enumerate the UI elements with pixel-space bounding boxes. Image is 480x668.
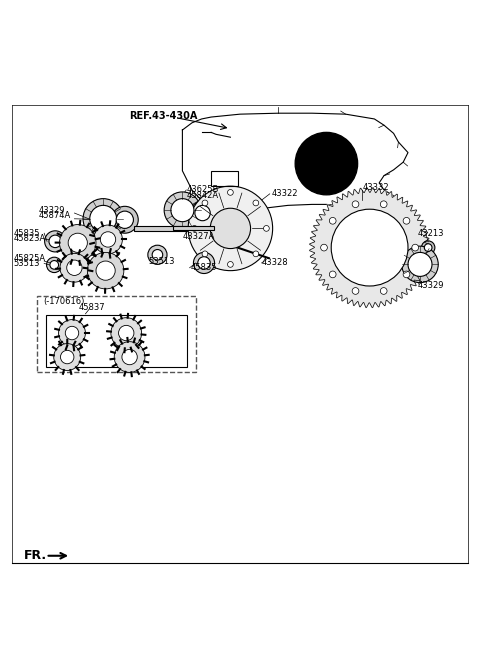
Circle shape — [90, 205, 117, 232]
Circle shape — [68, 233, 87, 253]
Circle shape — [198, 257, 210, 269]
Circle shape — [114, 341, 145, 372]
Text: (-170616): (-170616) — [43, 297, 84, 306]
Text: 45835: 45835 — [191, 263, 217, 273]
Text: 43329: 43329 — [418, 281, 444, 291]
Bar — [46, 315, 187, 367]
Circle shape — [60, 350, 74, 364]
Circle shape — [403, 218, 410, 224]
Text: 53513: 53513 — [13, 259, 40, 268]
Circle shape — [87, 253, 124, 289]
Circle shape — [94, 225, 122, 254]
Text: 43332: 43332 — [362, 183, 389, 192]
Circle shape — [192, 226, 197, 231]
Text: 45825A: 45825A — [13, 254, 46, 263]
Circle shape — [421, 241, 435, 255]
Circle shape — [111, 206, 138, 233]
Circle shape — [65, 327, 79, 340]
Circle shape — [202, 200, 208, 206]
Circle shape — [54, 343, 81, 371]
Circle shape — [352, 288, 359, 295]
Text: 45874A: 45874A — [38, 211, 71, 220]
Circle shape — [188, 186, 273, 271]
Circle shape — [152, 250, 163, 260]
Circle shape — [295, 132, 358, 195]
Circle shape — [253, 200, 259, 206]
Circle shape — [329, 271, 336, 278]
Circle shape — [60, 224, 96, 261]
Circle shape — [380, 288, 387, 295]
Circle shape — [424, 244, 432, 251]
Circle shape — [264, 226, 269, 231]
Circle shape — [352, 201, 359, 208]
Circle shape — [50, 261, 59, 269]
Text: 43213: 43213 — [418, 228, 444, 238]
Text: 53513: 53513 — [149, 257, 175, 266]
Text: 45842A: 45842A — [186, 191, 218, 200]
Circle shape — [253, 251, 259, 257]
Circle shape — [148, 245, 167, 265]
Bar — [211, 171, 238, 186]
Circle shape — [171, 198, 194, 222]
Circle shape — [116, 211, 133, 228]
Text: REF.43-430A: REF.43-430A — [130, 111, 198, 121]
Circle shape — [45, 231, 66, 252]
Polygon shape — [310, 188, 430, 307]
Text: 45823A: 45823A — [13, 234, 46, 243]
Text: 43625B: 43625B — [186, 186, 218, 194]
Circle shape — [49, 235, 61, 248]
Circle shape — [60, 253, 89, 282]
Text: 45837: 45837 — [78, 303, 105, 312]
Circle shape — [59, 319, 85, 347]
Circle shape — [412, 244, 419, 251]
Text: 45823A: 45823A — [70, 255, 102, 264]
Text: 45835: 45835 — [13, 228, 40, 238]
Circle shape — [408, 253, 432, 277]
Circle shape — [191, 201, 215, 225]
Circle shape — [111, 318, 142, 349]
Text: 43322: 43322 — [271, 189, 298, 198]
Circle shape — [67, 260, 82, 275]
Circle shape — [202, 251, 208, 257]
Circle shape — [195, 205, 210, 220]
Circle shape — [331, 209, 408, 286]
Text: 45825A: 45825A — [82, 228, 114, 236]
Circle shape — [403, 271, 410, 278]
Bar — [134, 226, 187, 231]
Circle shape — [380, 201, 387, 208]
Circle shape — [228, 261, 233, 267]
Circle shape — [402, 246, 438, 283]
Circle shape — [329, 218, 336, 224]
Text: 43328: 43328 — [262, 259, 288, 267]
Circle shape — [96, 261, 115, 281]
Text: FR.: FR. — [24, 549, 47, 562]
Text: 43327A: 43327A — [182, 232, 215, 241]
Circle shape — [228, 190, 233, 195]
Circle shape — [100, 232, 116, 247]
Circle shape — [47, 257, 62, 273]
Circle shape — [210, 208, 251, 248]
Circle shape — [193, 253, 215, 273]
Text: 43329: 43329 — [38, 206, 65, 214]
Circle shape — [321, 244, 327, 251]
Circle shape — [119, 325, 134, 341]
Circle shape — [83, 198, 123, 239]
Circle shape — [164, 192, 201, 228]
Bar — [173, 226, 214, 230]
Circle shape — [122, 349, 137, 365]
